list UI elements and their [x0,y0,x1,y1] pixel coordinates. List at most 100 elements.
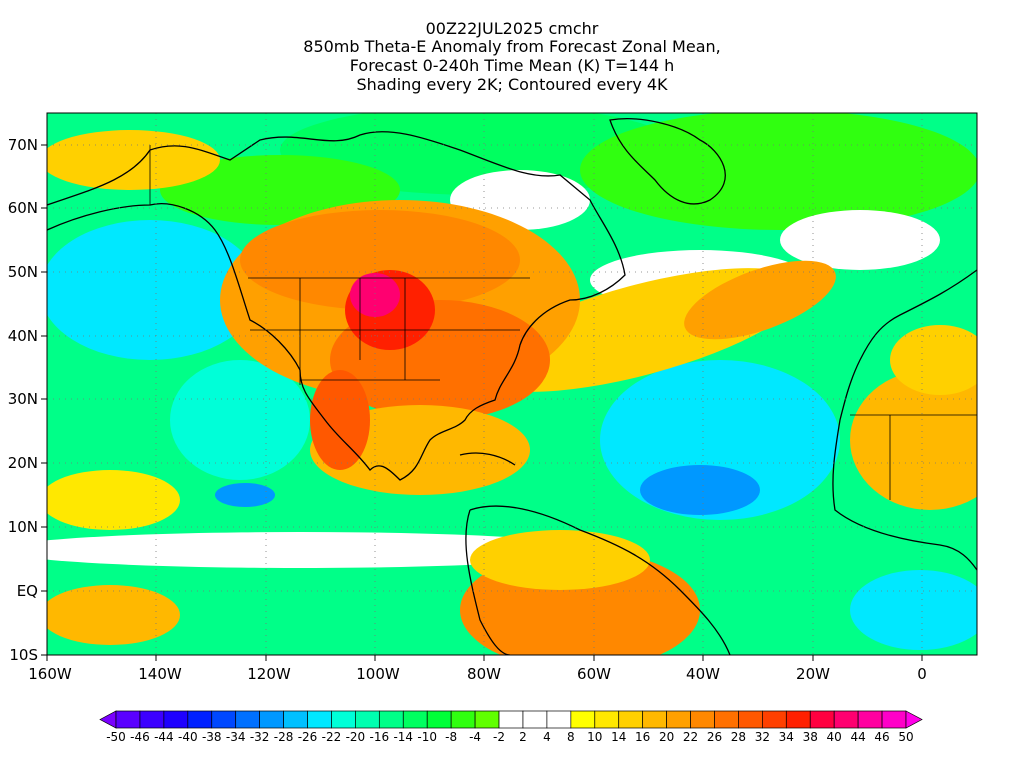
colorbar-swatch [402,710,428,729]
colorbar-label: -38 [202,730,222,744]
colorbar-swatch [163,710,189,729]
lon-tick-120w: 120W [247,665,291,683]
colorbar-label: 4 [543,730,551,744]
coast-africa-europe [832,269,977,571]
colorbar-label: -14 [393,730,413,744]
colorbar-swatch [259,710,284,729]
lat-tick-10n: 10N [8,518,38,536]
colorbar-swatch [450,710,476,729]
lon-tick-160w: 160W [28,665,72,683]
field-yellow-alaska [47,130,220,190]
lat-tick-70n: 70N [8,136,38,154]
colorbar-label: 34 [779,730,794,744]
political-borders [149,145,977,500]
colorbar-label: 32 [755,730,770,744]
colorbar-label: 50 [898,730,913,744]
colorbar-label: -28 [274,730,294,744]
colorbar-arrow-low [99,710,117,729]
field-orange-canada [240,210,520,310]
colorbar-swatch [426,710,452,729]
colorbar-swatch [833,710,859,729]
colorbar-label: 2 [519,730,527,744]
colorbar-label: 16 [635,730,650,744]
lat-tick-10s: 10S [9,646,38,664]
gridlines [47,113,977,655]
field-cyan-npac [47,220,260,360]
colorbar: -50 -46 -44 -40 -38 -34 -32 -28 -26 -22 -20 -16 -14-… [99,710,923,744]
colorbar-label: -44 [154,730,174,744]
colorbar-label: -16 [370,730,390,744]
colorbar-swatch [666,710,691,729]
colorbar-label: -4 [469,730,481,744]
field-blue-epac [215,483,275,507]
colorbar-swatch [881,710,907,729]
colorbar-label: -22 [322,730,342,744]
colorbar-label: 14 [611,730,626,744]
colorbar-label: -50 [106,730,126,744]
colorbar-label: -20 [346,730,366,744]
title-line-2: 850mb Theta-E Anomaly from Forecast Zona… [303,37,721,56]
lat-tick-50n: 50N [8,263,38,281]
colorbar-label: -2 [493,730,505,744]
field-orange-atl-plume [684,260,836,340]
lon-tick-0: 0 [917,665,927,683]
lon-tick-60w: 60W [577,665,611,683]
lat-tick-40n: 40N [8,327,38,345]
colorbar-label: 44 [850,730,865,744]
lon-tick-20w: 20W [796,665,830,683]
coastlines [47,118,977,655]
title-line-4: Shading every 2K; Contoured every 4K [356,75,668,94]
field-red-baja [310,370,370,470]
title-line-3: Forecast 0-240h Time Mean (K) T=144 h [349,56,675,75]
colorbar-swatch [139,710,165,729]
colorbar-swatch [594,710,620,729]
colorbar-swatch [307,710,332,729]
lon-tick-100w: 100W [356,665,400,683]
colorbar-swatch [570,710,596,729]
colorbar-swatch [809,710,835,729]
lat-tick-20n: 20N [8,454,38,472]
colorbar-swatch [522,710,548,729]
colorbar-label: 20 [659,730,674,744]
coast-north-america [47,131,626,481]
colorbar-label: -46 [130,730,150,744]
field-cyan-epac [170,360,310,480]
colorbar-label: 26 [707,730,722,744]
colorbar-swatch [642,710,667,729]
field-yellow-nw-africa [890,325,977,395]
field-orange-africa [850,370,977,510]
colorbar-label: -10 [417,730,437,744]
field-yellow-hawaii [47,470,180,530]
colorbar-swatch [618,710,644,729]
colorbar-swatch [355,710,380,729]
colorbar-label: -40 [178,730,198,744]
lon-axis: 160W 140W 120W 100W 80W 60W 40W 20W 0 [28,655,927,683]
lat-tick-eq: EQ [17,582,38,600]
field-green-greenland [580,113,977,230]
coast-greenland [609,118,726,205]
lat-axis: 70N 60N 50N 40N 30N 20N 10N EQ 10S [8,136,47,664]
lat-tick-30n: 30N [8,390,38,408]
colorbar-swatch [115,710,141,729]
colorbar-swatch [331,710,356,729]
colorbar-label: -26 [298,730,318,744]
lon-tick-80w: 80W [467,665,501,683]
colorbar-swatch [762,710,787,729]
colorbar-label: 28 [731,730,746,744]
colorbar-swatch [857,710,883,729]
colorbar-swatch [235,710,260,729]
colorbar-label: 22 [683,730,698,744]
colorbar-swatch [714,710,739,729]
colorbar-swatch [738,710,763,729]
colorbar-label: -8 [445,730,457,744]
colorbar-swatch [211,710,237,729]
colorbar-label: 46 [874,730,889,744]
field-magenta-plains [350,273,400,317]
colorbar-arrow-high [905,710,923,729]
lon-tick-40w: 40W [686,665,720,683]
field-yellow-samer-n [470,530,650,590]
colorbar-label: 10 [587,730,602,744]
colorbar-label: 40 [827,730,842,744]
colorbar-swatch [546,710,572,729]
colorbar-label: -32 [250,730,270,744]
